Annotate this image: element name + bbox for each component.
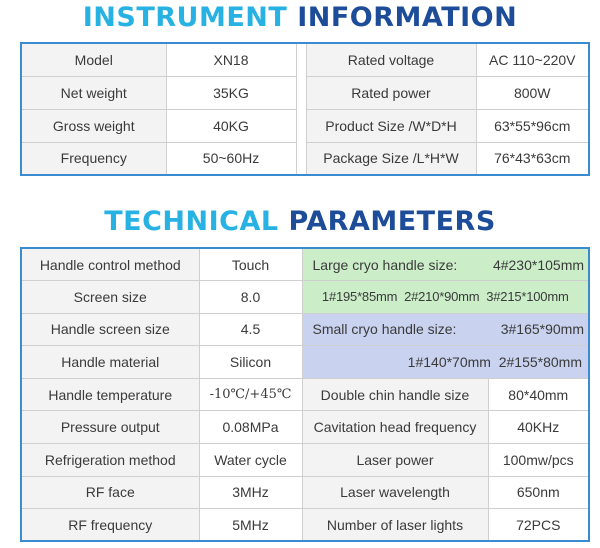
small-cryo-header-cell: Small cryo handle size: 3#165*90mm	[301, 312, 590, 347]
table-row: Refrigeration method Water cycle Laser p…	[20, 443, 590, 477]
table-row: Pressure output 0.08MPa Cavitation head …	[20, 410, 590, 445]
technical-parameters-heading: TECHNICAL PARAMETERS	[0, 206, 600, 237]
table-row: RF frequency 5MHz Number of laser lights…	[20, 508, 590, 542]
label-cell: Rated power	[305, 75, 477, 110]
table-row: Handle control method Touch Large cryo h…	[20, 247, 590, 282]
heading-word-1: TECHNICAL	[104, 206, 279, 237]
column-gap	[295, 109, 307, 142]
instrument-information-table: Model XN18 Rated voltage AC 110~220V Net…	[20, 42, 590, 176]
table-row: Gross weight 40KG Product Size /W*D*H 63…	[20, 108, 590, 143]
value-cell: Silicon	[198, 345, 303, 379]
heading-word-2: INFORMATION	[297, 2, 518, 33]
large-cryo-header-cell: Large cryo handle size: 4#230*105mm	[301, 247, 590, 282]
large-cryo-label: Large cryo handle size:	[312, 256, 458, 273]
table-row: Handle screen size 4.5 Small cryo handle…	[20, 312, 590, 347]
value-cell: 5MHz	[198, 508, 303, 542]
technical-parameters-table: Handle control method Touch Large cryo h…	[20, 247, 591, 543]
small-cryo-size-3: 3#165*90mm	[500, 321, 585, 338]
heading-word-2: PARAMETERS	[288, 206, 496, 237]
label-cell: Product Size /W*D*H	[305, 108, 477, 143]
heading-word-1: INSTRUMENT	[82, 2, 288, 33]
label-cell: Screen size	[20, 280, 200, 314]
label-cell: Handle temperature	[20, 377, 200, 412]
value-cell: 800W	[475, 75, 590, 110]
label-cell: RF face	[20, 475, 200, 510]
label-cell: Gross weight	[20, 108, 167, 143]
value-cell: 40KHz	[487, 410, 590, 445]
instrument-information-heading: INSTRUMENT INFORMATION	[0, 2, 600, 33]
label-cell: Laser power	[301, 443, 489, 477]
label-cell: Laser wavelength	[301, 475, 489, 510]
table-row: Frequency 50~60Hz Package Size /L*H*W 76…	[20, 141, 590, 176]
value-cell: 40KG	[165, 108, 297, 143]
value-cell: 35KG	[165, 75, 297, 110]
value-cell: 8.0	[198, 280, 303, 314]
table-row: Model XN18 Rated voltage AC 110~220V	[20, 42, 590, 77]
value-cell: 63*55*96cm	[475, 108, 590, 143]
value-cell: 72PCS	[487, 508, 590, 542]
value-cell: -10℃/+45℃	[198, 377, 303, 412]
value-cell: AC 110~220V	[475, 42, 590, 77]
label-cell: Double chin handle size	[301, 377, 489, 412]
label-cell: Number of laser lights	[301, 508, 489, 542]
column-gap	[295, 43, 307, 76]
value-cell: 650nm	[487, 475, 590, 510]
label-cell: Pressure output	[20, 410, 200, 445]
value-cell: Water cycle	[198, 443, 303, 477]
table-row: Handle temperature -10℃/+45℃ Double chin…	[20, 377, 590, 412]
value-cell: 76*43*63cm	[475, 141, 590, 176]
value-cell: 100mw/pcs	[487, 443, 590, 477]
value-cell: 50~60Hz	[165, 141, 297, 176]
large-cryo-sizes-cell: 1#195*85mm 2#210*90mm 3#215*100mm	[301, 280, 590, 314]
label-cell: Net weight	[20, 75, 167, 110]
label-cell: Cavitation head frequency	[301, 410, 489, 445]
label-cell: Handle control method	[20, 247, 200, 282]
table-row: Handle material Silicon 1#140*70mm 2#155…	[20, 345, 590, 379]
value-cell: 4.5	[198, 312, 303, 347]
label-cell: RF frequency	[20, 508, 200, 542]
value-cell: Touch	[198, 247, 303, 282]
table-row: Screen size 8.0 1#195*85mm 2#210*90mm 3#…	[20, 280, 590, 314]
table-row: Net weight 35KG Rated power 800W	[20, 75, 590, 110]
table-row: RF face 3MHz Laser wavelength 650nm	[20, 475, 590, 510]
small-cryo-sizes-cell: 1#140*70mm 2#155*80mm	[301, 345, 590, 379]
column-gap	[295, 76, 307, 109]
label-cell: Model	[20, 42, 167, 77]
value-cell: 0.08MPa	[198, 410, 303, 445]
small-cryo-label: Small cryo handle size:	[312, 321, 457, 338]
value-cell: 80*40mm	[487, 377, 590, 412]
label-cell: Package Size /L*H*W	[305, 141, 477, 176]
value-cell: 3MHz	[198, 475, 303, 510]
value-cell: XN18	[165, 42, 297, 77]
label-cell: Handle material	[20, 345, 200, 379]
label-cell: Rated voltage	[305, 42, 477, 77]
label-cell: Frequency	[20, 141, 167, 176]
large-cryo-size-4: 4#230*105mm	[492, 256, 585, 273]
column-gap	[295, 142, 307, 175]
label-cell: Refrigeration method	[20, 443, 200, 477]
label-cell: Handle screen size	[20, 312, 200, 347]
